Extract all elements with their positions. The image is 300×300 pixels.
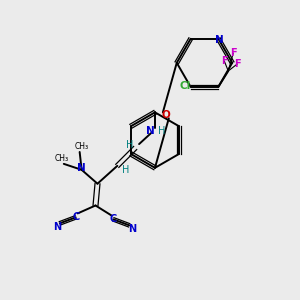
Text: C: C — [110, 214, 117, 224]
Text: CH₃: CH₃ — [55, 154, 69, 164]
Text: N: N — [146, 126, 154, 136]
Text: N: N — [53, 222, 61, 232]
Text: N: N — [77, 163, 86, 173]
Text: C: C — [72, 212, 79, 222]
Text: F: F — [234, 59, 241, 69]
Text: H: H — [125, 140, 133, 150]
Text: CH₃: CH₃ — [75, 142, 89, 151]
Text: F: F — [230, 48, 236, 58]
Text: N: N — [128, 224, 136, 234]
Text: N: N — [215, 35, 224, 45]
Text: O: O — [161, 110, 170, 120]
Text: H: H — [158, 126, 166, 136]
Text: Cl: Cl — [179, 81, 190, 91]
Text: H: H — [122, 165, 129, 175]
Text: F: F — [221, 56, 228, 66]
